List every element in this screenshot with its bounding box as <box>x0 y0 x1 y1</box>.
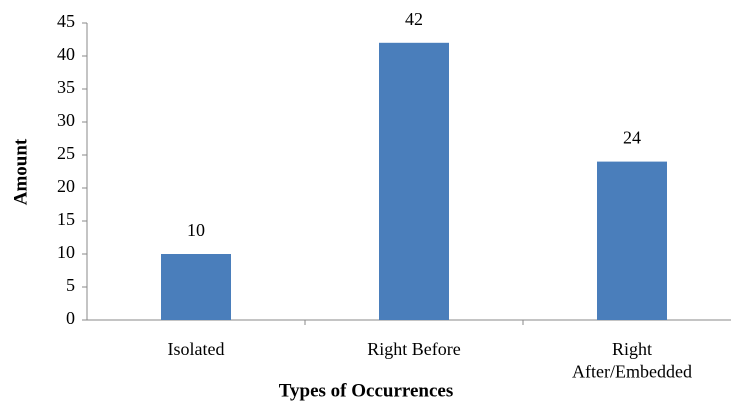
data-label: 24 <box>623 128 641 148</box>
y-tick-label: 25 <box>57 143 75 163</box>
data-label: 10 <box>187 220 205 240</box>
y-tick-label: 15 <box>57 209 75 229</box>
y-axis-title: Amount <box>10 138 31 205</box>
x-axis-title: Types of Occurrences <box>279 380 453 401</box>
x-tick-label: Right After/Embedded <box>572 339 692 382</box>
y-tick-label: 30 <box>57 110 75 130</box>
y-tick-label: 40 <box>57 44 75 64</box>
bar <box>597 161 667 320</box>
y-tick-label: 0 <box>66 308 75 328</box>
bar <box>379 42 449 321</box>
bar <box>161 254 231 320</box>
y-tick-label: 10 <box>57 242 75 262</box>
x-tick-label: Right Before <box>367 339 460 359</box>
y-tick-label: 20 <box>57 176 75 196</box>
y-tick-label: 5 <box>66 275 75 295</box>
y-tick-label: 35 <box>57 77 75 97</box>
data-label: 42 <box>405 9 423 29</box>
y-tick-label: 45 <box>57 11 75 31</box>
x-tick-label: Isolated <box>168 339 225 359</box>
